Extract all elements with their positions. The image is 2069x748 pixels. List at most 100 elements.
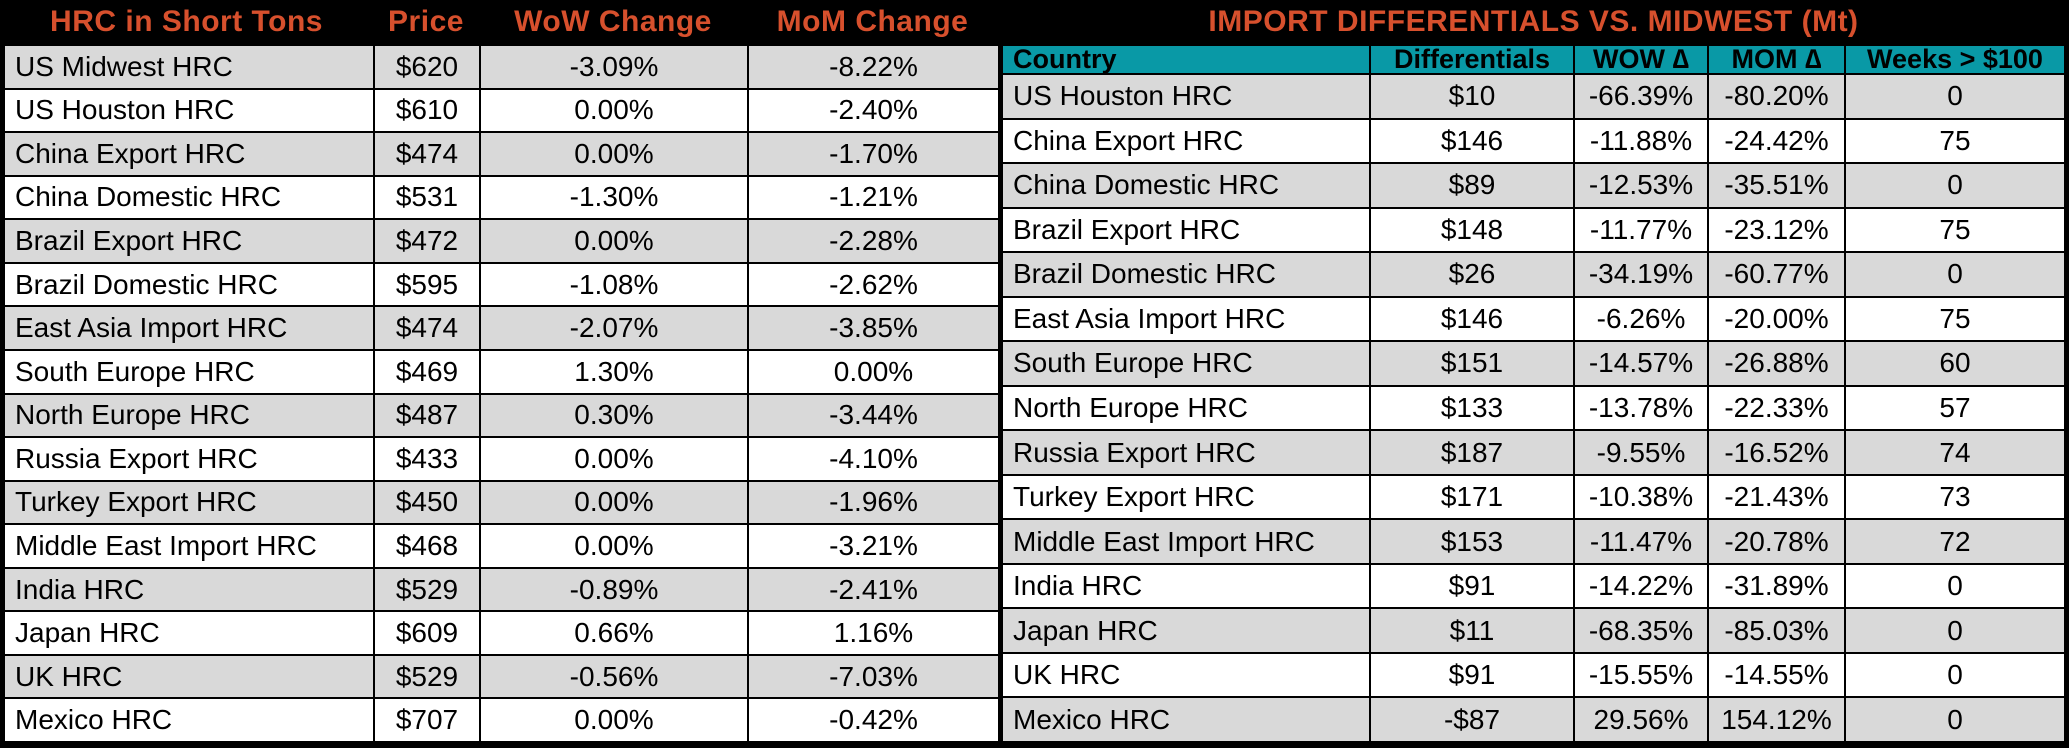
cell-wow-change: 0.00% [479, 697, 749, 743]
cell-product-name: Turkey Export HRC [3, 479, 375, 526]
cell-country: US Houston HRC [1001, 73, 1371, 120]
col-header-mom-delta: MOM ∆ [1707, 44, 1846, 75]
cell-mom-change: -1.70% [747, 131, 1000, 177]
cell-weeks-over-100: 75 [1844, 295, 2066, 343]
cell-price: $468 [373, 523, 481, 569]
cell-price: $620 [373, 44, 481, 90]
cell-product-name: Russia Export HRC [3, 436, 375, 482]
table-divider [1000, 44, 1001, 743]
cell-mom-change: -1.21% [747, 174, 1000, 221]
cell-product-name: Brazil Domestic HRC [3, 261, 375, 308]
cell-wow-delta: -68.35% [1573, 607, 1709, 654]
cell-weeks-over-100: 60 [1844, 340, 2066, 387]
cell-weeks-over-100: 72 [1844, 518, 2066, 565]
cell-mom-delta: -14.55% [1707, 651, 1846, 699]
table-row: India HRC $529 -0.89% -2.41% [3, 566, 1000, 613]
cell-price: $469 [373, 348, 481, 395]
cell-wow-delta: -14.57% [1573, 340, 1709, 387]
cell-price: $474 [373, 305, 481, 351]
cell-price: $450 [373, 479, 481, 526]
cell-mom-delta: -24.42% [1707, 117, 1846, 165]
cell-country: Brazil Domestic HRC [1001, 251, 1371, 298]
cell-wow-change: 1.30% [479, 348, 749, 395]
cell-price: $474 [373, 131, 481, 177]
table-row: China Domestic HRC $531 -1.30% -1.21% [3, 174, 1000, 221]
table-row: South Europe HRC $469 1.30% 0.00% [3, 348, 1000, 395]
cell-wow-delta: -66.39% [1573, 73, 1709, 120]
cell-mom-delta: -31.89% [1707, 562, 1846, 610]
cell-wow-change: -1.30% [479, 174, 749, 221]
cell-product-name: UK HRC [3, 653, 375, 700]
table-row: North Europe HRC $133 -13.78% -22.33% 57 [1001, 384, 2066, 432]
cell-price: $609 [373, 610, 481, 656]
cell-product-name: China Export HRC [3, 131, 375, 177]
table-row: Brazil Domestic HRC $595 -1.08% -2.62% [3, 261, 1000, 308]
cell-mom-delta: 154.12% [1707, 696, 1846, 743]
right-table-title-row: IMPORT DIFFERENTIALS VS. MIDWEST (Mt) [998, 0, 2069, 44]
cell-differential: $11 [1369, 607, 1575, 654]
cell-wow-delta: -14.22% [1573, 562, 1709, 610]
cell-weeks-over-100: 0 [1844, 562, 2066, 610]
cell-differential: $171 [1369, 473, 1575, 521]
cell-wow-delta: -13.78% [1573, 384, 1709, 432]
cell-mom-change: -8.22% [747, 44, 1000, 90]
table-row: Middle East Import HRC $153 -11.47% -20.… [1001, 518, 2066, 565]
cell-product-name: Japan HRC [3, 610, 375, 656]
cell-price: $529 [373, 566, 481, 613]
cell-mom-change: -3.85% [747, 305, 1000, 351]
cell-weeks-over-100: 73 [1844, 473, 2066, 521]
import-differentials-table-head: Country Differentials WOW ∆ MOM ∆ Weeks … [1001, 44, 2066, 75]
cell-mom-change: -3.44% [747, 392, 1000, 439]
table-row: Brazil Export HRC $148 -11.77% -23.12% 7… [1001, 206, 2066, 254]
cell-wow-delta: -9.55% [1573, 429, 1709, 476]
cell-differential: $153 [1369, 518, 1575, 565]
table-row: India HRC $91 -14.22% -31.89% 0 [1001, 562, 2066, 610]
cell-wow-change: -2.07% [479, 305, 749, 351]
cell-wow-delta: -10.38% [1573, 473, 1709, 521]
cell-country: South Europe HRC [1001, 340, 1371, 387]
cell-product-name: Middle East Import HRC [3, 523, 375, 569]
cell-wow-change: 0.00% [479, 218, 749, 264]
cell-mom-change: 0.00% [747, 348, 1000, 395]
cell-weeks-over-100: 57 [1844, 384, 2066, 432]
cell-mom-delta: -26.88% [1707, 340, 1846, 387]
cell-mom-delta: -20.78% [1707, 518, 1846, 565]
table-row: Turkey Export HRC $171 -10.38% -21.43% 7… [1001, 473, 2066, 521]
col-header-differentials: Differentials [1369, 44, 1575, 75]
cell-differential: $146 [1369, 295, 1575, 343]
left-col-header-mom-change: MoM Change [776, 5, 969, 38]
cell-weeks-over-100: 75 [1844, 117, 2066, 165]
cell-weeks-over-100: 0 [1844, 73, 2066, 120]
table-row: US Houston HRC $10 -66.39% -80.20% 0 [1001, 73, 2066, 120]
cell-country: East Asia Import HRC [1001, 295, 1371, 343]
cell-differential: $146 [1369, 117, 1575, 165]
cell-mom-change: -2.62% [747, 261, 1000, 308]
cell-weeks-over-100: 0 [1844, 696, 2066, 743]
cell-weeks-over-100: 75 [1844, 206, 2066, 254]
cell-country: Turkey Export HRC [1001, 473, 1371, 521]
cell-weeks-over-100: 74 [1844, 429, 2066, 476]
cell-product-name: US Houston HRC [3, 87, 375, 134]
left-col-header-wow-change: WoW Change [514, 5, 712, 38]
cell-product-name: Brazil Export HRC [3, 218, 375, 264]
cell-price: $529 [373, 653, 481, 700]
cell-differential: $89 [1369, 162, 1575, 209]
title-bar: HRC in Short Tons Price WoW Change MoM C… [0, 0, 2069, 44]
cell-mom-delta: -20.00% [1707, 295, 1846, 343]
cell-mom-delta: -16.52% [1707, 429, 1846, 476]
col-header-wow-delta: WOW ∆ [1573, 44, 1709, 75]
cell-wow-change: 0.00% [479, 87, 749, 134]
cell-mom-change: -3.21% [747, 523, 1000, 569]
cell-wow-delta: -11.88% [1573, 117, 1709, 165]
table-row: North Europe HRC $487 0.30% -3.44% [3, 392, 1000, 439]
cell-price: $610 [373, 87, 481, 134]
table-row: China Domestic HRC $89 -12.53% -35.51% 0 [1001, 162, 2066, 209]
tables-container: US Midwest HRC $620 -3.09% -8.22% US Hou… [0, 44, 2069, 748]
cell-weeks-over-100: 0 [1844, 607, 2066, 654]
cell-differential: $148 [1369, 206, 1575, 254]
cell-differential: $151 [1369, 340, 1575, 387]
hrc-price-table-body: US Midwest HRC $620 -3.09% -8.22% US Hou… [3, 44, 1000, 743]
col-header-weeks-over-100: Weeks > $100 [1844, 44, 2066, 75]
cell-price: $433 [373, 436, 481, 482]
